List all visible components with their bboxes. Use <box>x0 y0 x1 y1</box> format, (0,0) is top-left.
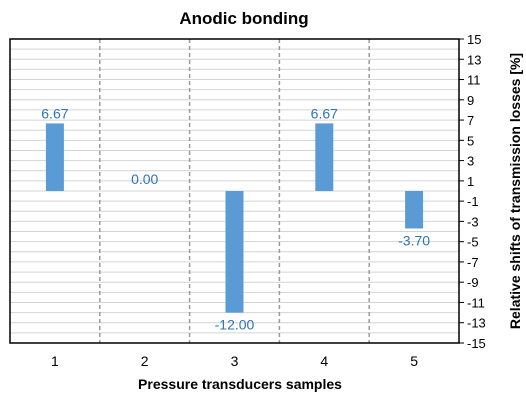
bar <box>405 191 424 229</box>
y-tick-label: -7 <box>467 255 479 270</box>
x-tick-label: 4 <box>320 353 328 369</box>
x-tick-label: 3 <box>231 353 239 369</box>
y-tick-label: 5 <box>467 133 474 148</box>
plot-frame <box>9 38 460 344</box>
data-label: -3.70 <box>398 232 430 248</box>
data-label: 6.67 <box>41 105 68 121</box>
y-tick-label: 13 <box>467 52 481 67</box>
x-tick-label: 2 <box>141 353 149 369</box>
data-label: 0.00 <box>131 171 158 187</box>
x-tick-label: 5 <box>410 353 418 369</box>
x-tick-label: 1 <box>51 353 59 369</box>
chart-title: Anodic bonding <box>179 9 308 28</box>
bar <box>45 123 64 191</box>
y-tick-label: -3 <box>467 214 479 229</box>
y-tick-label: -9 <box>467 275 479 290</box>
bars-layer: 6.67 0.00 -12.00 6.67 -3.70 <box>41 105 430 332</box>
x-axis-title: Pressure transducers samples <box>138 376 342 392</box>
y-tick-label: 11 <box>467 73 481 88</box>
data-label: 6.67 <box>311 105 338 121</box>
y-tick-label: 3 <box>467 154 474 169</box>
y-axis-title: Relative shifts of transmission losses [… <box>507 53 523 329</box>
y-tick-label: -1 <box>467 194 479 209</box>
y-tick-label: 1 <box>467 174 474 189</box>
y-tick-label: 7 <box>467 113 474 128</box>
y-tick-label: -5 <box>467 235 479 250</box>
bar <box>225 191 244 313</box>
axes-layer: 15 13 11 9 7 5 3 1 -1 -3 -5 -7 -9 -11 -13 -15 1 2 3 4 5 <box>9 32 486 369</box>
y-tick-label: -13 <box>467 316 486 331</box>
y-tick-label: -11 <box>467 295 485 310</box>
bar <box>315 123 334 191</box>
y-tick-label: -15 <box>467 336 486 351</box>
data-label: -12.00 <box>215 317 255 333</box>
y-tick-label: 15 <box>467 32 481 47</box>
y-tick-label: 9 <box>467 93 474 108</box>
